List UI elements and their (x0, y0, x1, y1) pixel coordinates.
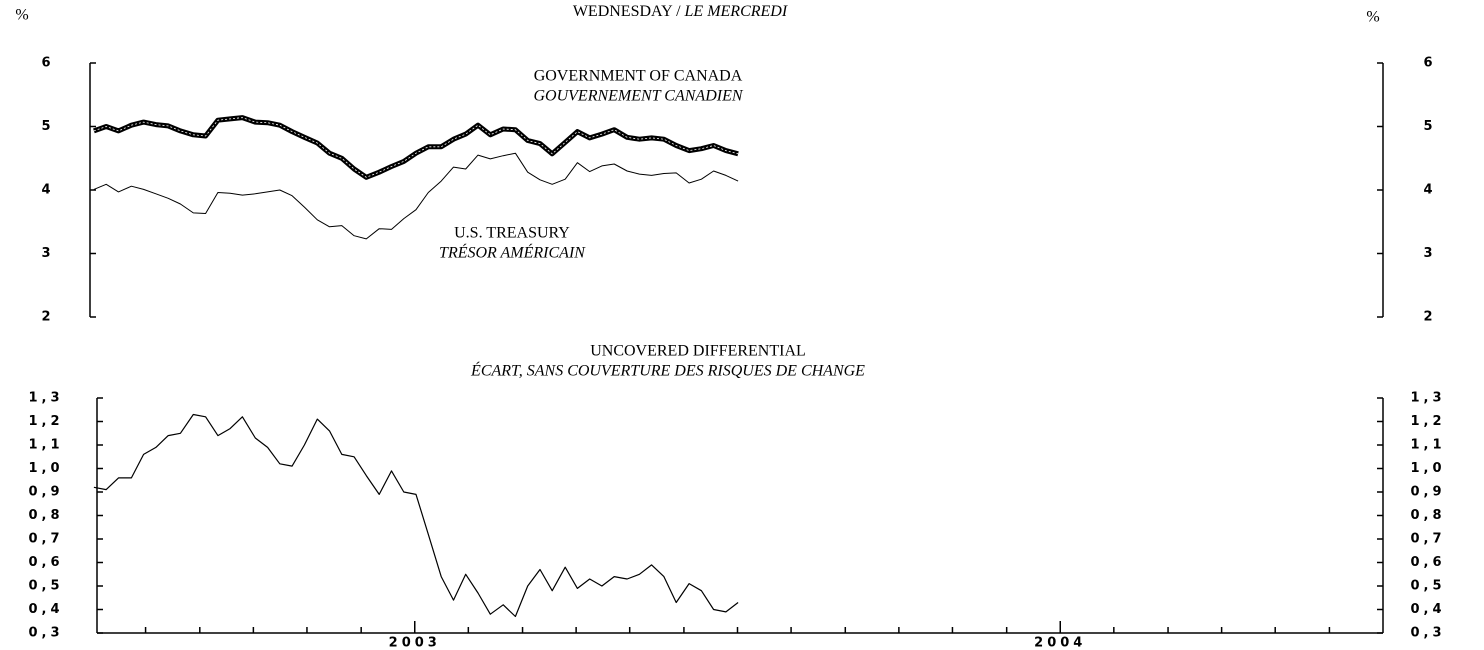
series-label: U.S. TREASURY (454, 225, 570, 242)
y2-tick-label: 0,4 (1410, 602, 1445, 617)
y-tick-label: 3 (41, 246, 54, 261)
series-line (93, 152, 739, 240)
y-tick-label: 0,8 (28, 508, 63, 523)
y-tick-label: 1,0 (28, 461, 63, 476)
y-tick-label: 0,3 (28, 626, 63, 641)
y-tick-label: 0,4 (28, 602, 63, 617)
series-line-hatch (93, 117, 739, 178)
series-label: GOVERNMENT OF CANADA (534, 68, 743, 85)
y-tick-label: 1,1 (28, 438, 63, 453)
y2-tick-label: 4 (1423, 183, 1436, 198)
title-en: WEDNESDAY / (573, 3, 685, 20)
y2-tick-label: 0,3 (1410, 626, 1445, 641)
y2-tick-label: 0,6 (1410, 555, 1445, 570)
y2-tick-label: 0,9 (1410, 485, 1445, 500)
y2-tick-label: 5 (1423, 119, 1436, 134)
y-tick-label: 0,7 (28, 532, 63, 547)
y2-tick-label: 6 (1423, 56, 1436, 71)
y-tick-label: 1,3 (28, 391, 63, 406)
y2-tick-label: 1,2 (1410, 414, 1445, 429)
y2-tick-label: 0,5 (1410, 579, 1445, 594)
y-tick-label: 0,9 (28, 485, 63, 500)
y2-unit: % (1366, 9, 1379, 26)
y2-tick-label: 2 (1423, 310, 1436, 325)
y2-tick-label: 3 (1423, 246, 1436, 261)
series-label-fr: GOUVERNEMENT CANADIEN (533, 88, 743, 105)
y-tick-label: 0,5 (28, 579, 63, 594)
y2-tick-label: 0,7 (1410, 532, 1445, 547)
series-line (93, 115, 739, 180)
y2-tick-label: 1,1 (1410, 438, 1445, 453)
series-line (93, 413, 739, 618)
y-tick-label: 2 (41, 310, 54, 325)
y2-tick-label: 1,3 (1410, 391, 1445, 406)
chart-title: WEDNESDAY / LE MERCREDI (573, 3, 788, 20)
y2-tick-label: 0,8 (1410, 508, 1445, 523)
y-tick-label: 6 (41, 56, 54, 71)
y-unit: % (15, 7, 28, 24)
y-tick-label: 0,6 (28, 555, 63, 570)
y-tick-label: 1,2 (28, 414, 63, 429)
y2-tick-label: 1,0 (1410, 461, 1445, 476)
x-tick-label: 2004 (1034, 636, 1086, 650)
series-label-fr: TRÉSOR AMÉRICAIN (439, 243, 586, 262)
x-tick-label: 2003 (389, 636, 441, 650)
chart-title: UNCOVERED DIFFERENTIAL (590, 343, 806, 360)
chart-subtitle: ÉCART, SANS COUVERTURE DES RISQUES DE CH… (470, 361, 865, 380)
title-fr: LE MERCREDI (684, 3, 788, 20)
y-tick-label: 5 (41, 119, 54, 134)
y-tick-label: 4 (41, 183, 54, 198)
